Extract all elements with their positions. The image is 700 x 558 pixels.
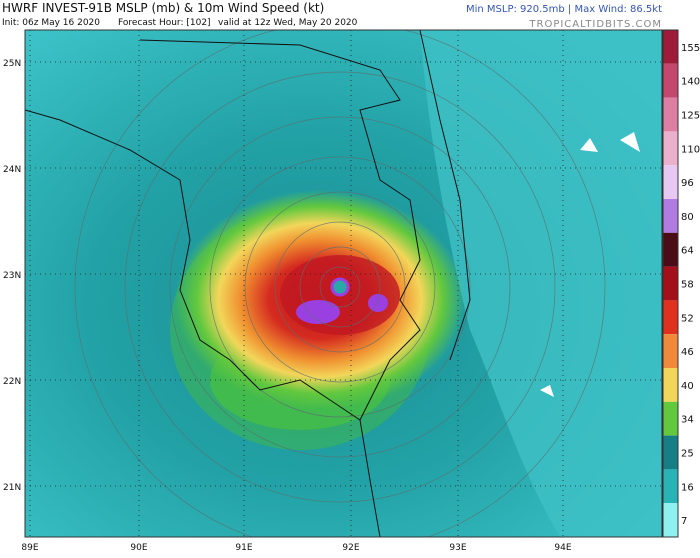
colorbar-cell [663,503,678,537]
colorbar-cell [663,63,678,98]
lon-label: 92E [342,543,359,553]
site: TROPICALTIDBITS.COM [528,19,662,30]
colorbar-label: 155 [681,43,700,54]
colorbar-label: 40 [681,381,694,392]
colorbar-cell [663,199,678,233]
lon-label: 90E [130,543,147,553]
colorbar-cell [663,97,678,132]
lat-label: 23N [3,271,21,281]
init: Init: 06z May 16 2020 [2,18,100,28]
stats: Min MSLP: 920.5mb | Max Wind: 86.5kt [466,4,662,15]
colorbar-cell [663,435,678,470]
colorbar-label: 25 [681,449,694,460]
colorbar-cell [663,469,678,504]
colorbar-label: 58 [681,280,694,291]
colorbar-cell [663,401,678,436]
lat-label: 24N [3,165,21,175]
colorbar-cell [663,232,678,267]
colorbar-label: 96 [681,178,694,189]
lon-label: 93E [449,543,466,553]
colorbar-label: 110 [681,144,700,155]
colorbar-cell [663,131,678,166]
colorbar-label: 52 [681,313,694,324]
colorbar-label: 80 [681,212,694,223]
colorbar-cell [663,165,678,199]
colorbar-cell [663,300,678,335]
lon-label: 94E [554,543,571,553]
colorbar-label: 125 [681,111,700,122]
colorbar-cell [663,334,678,368]
colorbar-label: 64 [681,246,694,257]
lon-label: 89E [21,543,38,553]
lat-label: 25N [3,59,21,69]
colorbar-label: 16 [681,482,694,493]
lat-label: 22N [3,377,21,387]
forecast-hour: Forecast Hour: [102] [118,18,211,28]
map [25,30,662,537]
colorbar-label: 34 [681,415,694,426]
lon-label: 91E [235,543,252,553]
colorbar-cell [663,368,678,402]
colorbar-frame [662,29,679,538]
colorbar-label: 46 [681,347,694,358]
colorbar-cell [663,266,678,301]
colorbar-label: 140 [681,77,700,88]
title: HWRF INVEST-91B MSLP (mb) & 10m Wind Spe… [2,1,324,15]
colorbar-cell [663,30,678,64]
colorbar: 155 140 125 110 96 80 64 58 52 46 40 34 25 16 7 [662,29,700,538]
colorbar-label: 7 [681,516,687,527]
lat-label: 21N [3,483,21,493]
map-frame [24,29,663,538]
valid-time: valid at 12z Wed, May 20 2020 [218,18,358,28]
